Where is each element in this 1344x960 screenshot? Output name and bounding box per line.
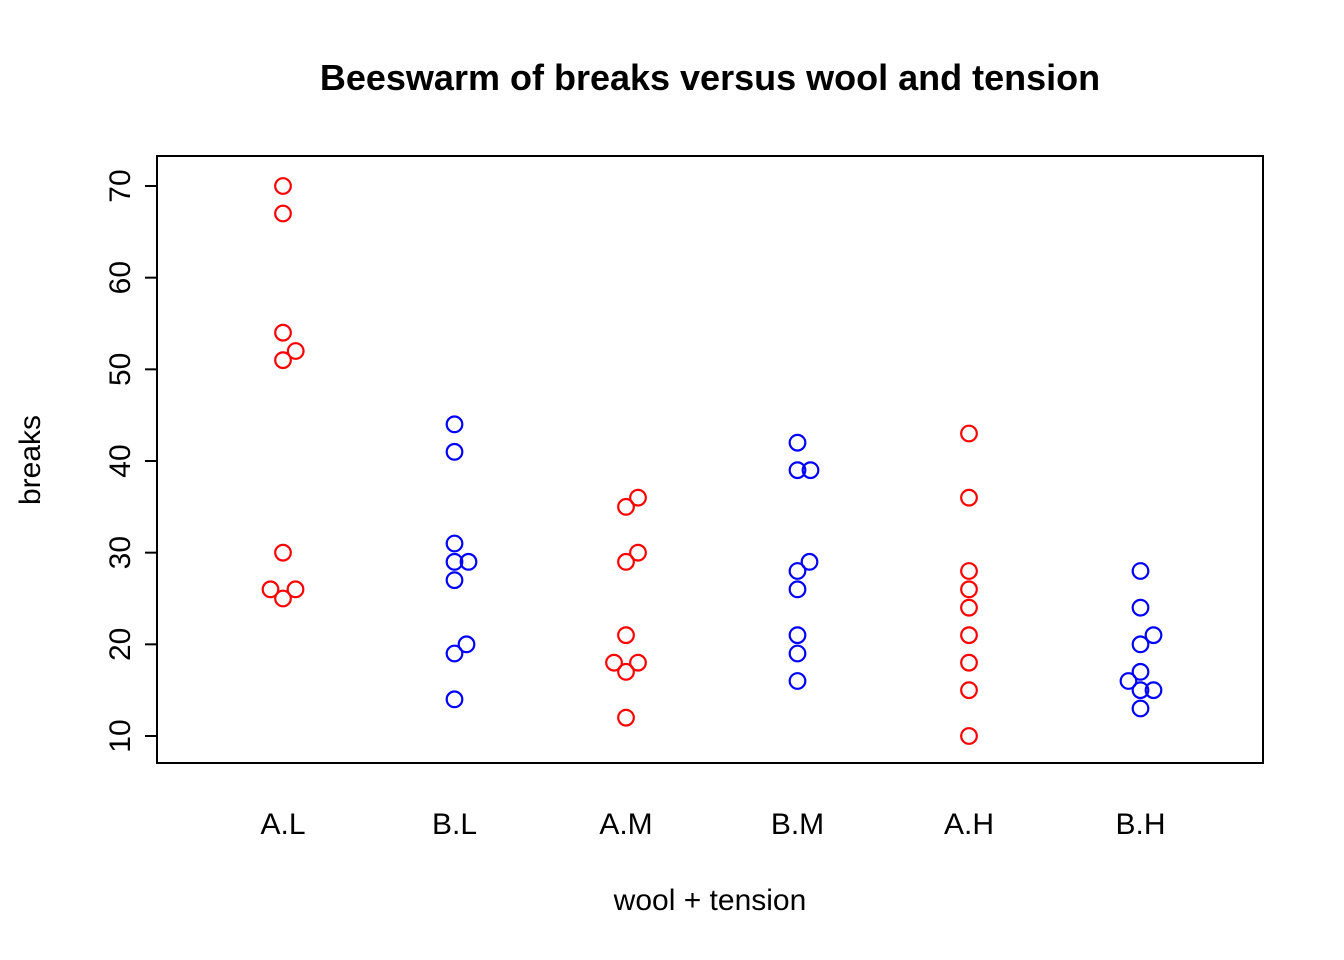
y-tick-label: 40: [104, 444, 137, 477]
data-point-circle: [445, 644, 464, 663]
data-point-circle: [445, 415, 464, 434]
x-axis-label: wool + tension: [613, 884, 807, 917]
data-point-circle: [274, 323, 292, 342]
data-point-circle: [274, 351, 292, 370]
data-point-circle: [960, 681, 978, 700]
data-point-circle: [1144, 681, 1163, 700]
data-point-circle: [617, 708, 635, 727]
data-point-circle: [960, 562, 978, 580]
data-point-circle: [605, 653, 623, 672]
data-point-circle: [617, 552, 635, 571]
data-point-circle: [1131, 699, 1150, 718]
data-point-circle: [1119, 672, 1138, 690]
data-point-circle: [286, 342, 305, 360]
y-tick-label: 30: [104, 536, 137, 569]
data-point-circle: [1131, 681, 1150, 700]
data-point-circle: [788, 672, 807, 690]
data-point-circle: [960, 626, 978, 645]
data-point-circle: [629, 488, 647, 507]
data-point-circle: [286, 580, 305, 599]
data-point-circle: [1144, 626, 1163, 645]
data-point-circle: [960, 653, 978, 672]
y-tick-label: 70: [104, 169, 137, 202]
data-point-circle: [445, 442, 464, 461]
y-tick-label: 50: [104, 353, 137, 386]
data-point-circle: [1131, 662, 1150, 681]
data-point-circle: [459, 552, 478, 571]
data-point-circle: [960, 488, 978, 507]
data-point-circle: [960, 424, 978, 443]
data-point-circle: [1131, 598, 1150, 617]
data-point-circle: [960, 580, 978, 599]
data-point-circle: [261, 580, 280, 599]
data-point-circle: [629, 653, 647, 672]
data-point-circle: [457, 635, 476, 654]
data-point-circle: [801, 461, 820, 480]
y-axis-label: breaks: [14, 415, 47, 505]
x-category-label: A.M: [599, 808, 652, 841]
data-point-circle: [788, 580, 807, 599]
plot-box: [156, 155, 1264, 764]
data-point-circle: [800, 552, 819, 571]
data-point-circle: [1131, 562, 1150, 580]
data-point-circle: [617, 626, 635, 645]
x-category-label: A.H: [944, 808, 994, 841]
data-point-circle: [1131, 635, 1150, 654]
data-point-circle: [445, 552, 464, 571]
data-point-circle: [274, 543, 292, 562]
data-point-circle: [960, 598, 978, 617]
data-point-circle: [445, 534, 464, 553]
data-point-circle: [617, 662, 635, 681]
data-point-circle: [445, 571, 464, 590]
data-point-circle: [274, 589, 292, 608]
x-category-label: B.L: [432, 808, 477, 841]
data-point-circle: [788, 461, 807, 480]
chart-title: Beeswarm of breaks versus wool and tensi…: [319, 57, 1101, 98]
data-point-circle: [274, 204, 292, 223]
x-category-label: B.M: [771, 808, 824, 841]
data-point-circle: [788, 562, 807, 580]
data-point-circle: [960, 727, 978, 745]
data-point-circle: [617, 497, 635, 516]
data-point-circle: [629, 543, 647, 562]
y-tick-label: 20: [104, 628, 137, 661]
y-tick-label: 10: [104, 719, 137, 752]
x-category-label: A.L: [260, 808, 305, 841]
data-point-circle: [274, 177, 292, 195]
data-point-circle: [788, 644, 807, 663]
x-category-label: B.H: [1115, 808, 1165, 841]
data-point-circle: [788, 626, 807, 645]
data-point-circle: [788, 433, 807, 452]
y-tick-label: 60: [104, 261, 137, 294]
data-point-circle: [445, 690, 464, 709]
plot-contents: 10 20 30 40 50 60 70 A.L B.L A.M B.M A.H B.H: [104, 169, 1166, 841]
